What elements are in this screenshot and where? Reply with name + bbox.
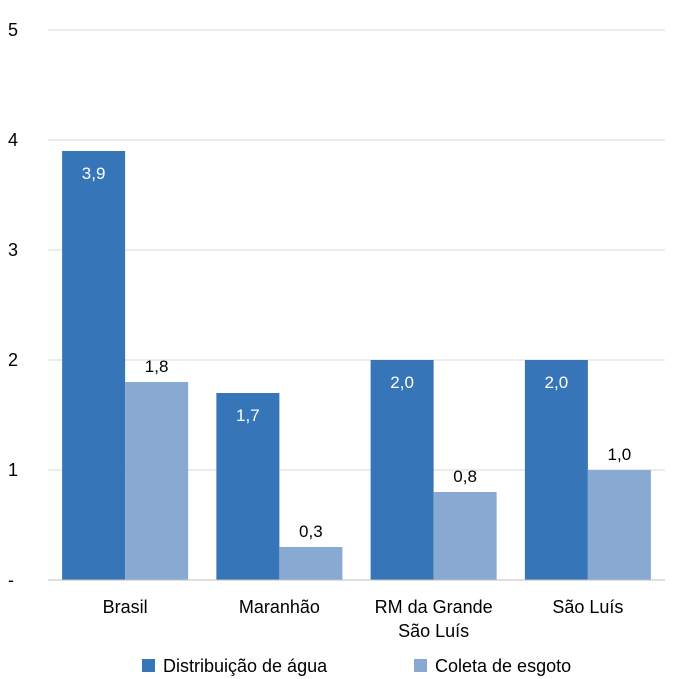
data-label: 2,0	[545, 373, 569, 392]
y-tick-label: 3	[8, 240, 18, 260]
bar-water	[370, 360, 434, 580]
legend: Distribuição de água Coleta de esgoto	[142, 656, 571, 676]
data-label: 2,0	[390, 373, 414, 392]
bar-sewage	[433, 492, 497, 580]
legend-swatch	[414, 659, 427, 672]
y-tick-label: -	[8, 570, 14, 590]
y-tick-label: 2	[8, 350, 18, 370]
data-label: 1,0	[608, 445, 632, 464]
category-labels: Brasil Maranhão RM da Grande São Luís São Lu…	[103, 597, 624, 641]
bar-sewage	[279, 547, 343, 580]
category-label: RM da Grande	[375, 597, 493, 617]
y-tick-label: 5	[8, 20, 18, 40]
data-label: 0,3	[299, 522, 323, 541]
category-label: São Luís	[552, 597, 623, 617]
y-axis-tick-labels: - 1 2 3 4 5	[8, 20, 18, 590]
legend-label: Distribuição de água	[163, 656, 328, 676]
bar-sewage	[125, 382, 189, 580]
bars: 3,9 1,8 1,7 0,3 2,0 0,8 2,0 1,0	[62, 151, 651, 580]
category-label: Brasil	[103, 597, 148, 617]
y-tick-label: 4	[8, 130, 18, 150]
y-tick-label: 1	[8, 460, 18, 480]
category-label: Maranhão	[239, 597, 320, 617]
bar-sewage	[587, 470, 651, 580]
legend-swatch	[142, 659, 155, 672]
data-label: 0,8	[453, 467, 477, 486]
data-label: 1,8	[145, 357, 169, 376]
bar-water	[62, 151, 126, 580]
data-label: 1,7	[236, 406, 260, 425]
bar-water	[524, 360, 588, 580]
legend-label: Coleta de esgoto	[435, 656, 571, 676]
bar-water	[216, 393, 280, 580]
category-label: São Luís	[398, 621, 469, 641]
data-label: 3,9	[82, 164, 106, 183]
